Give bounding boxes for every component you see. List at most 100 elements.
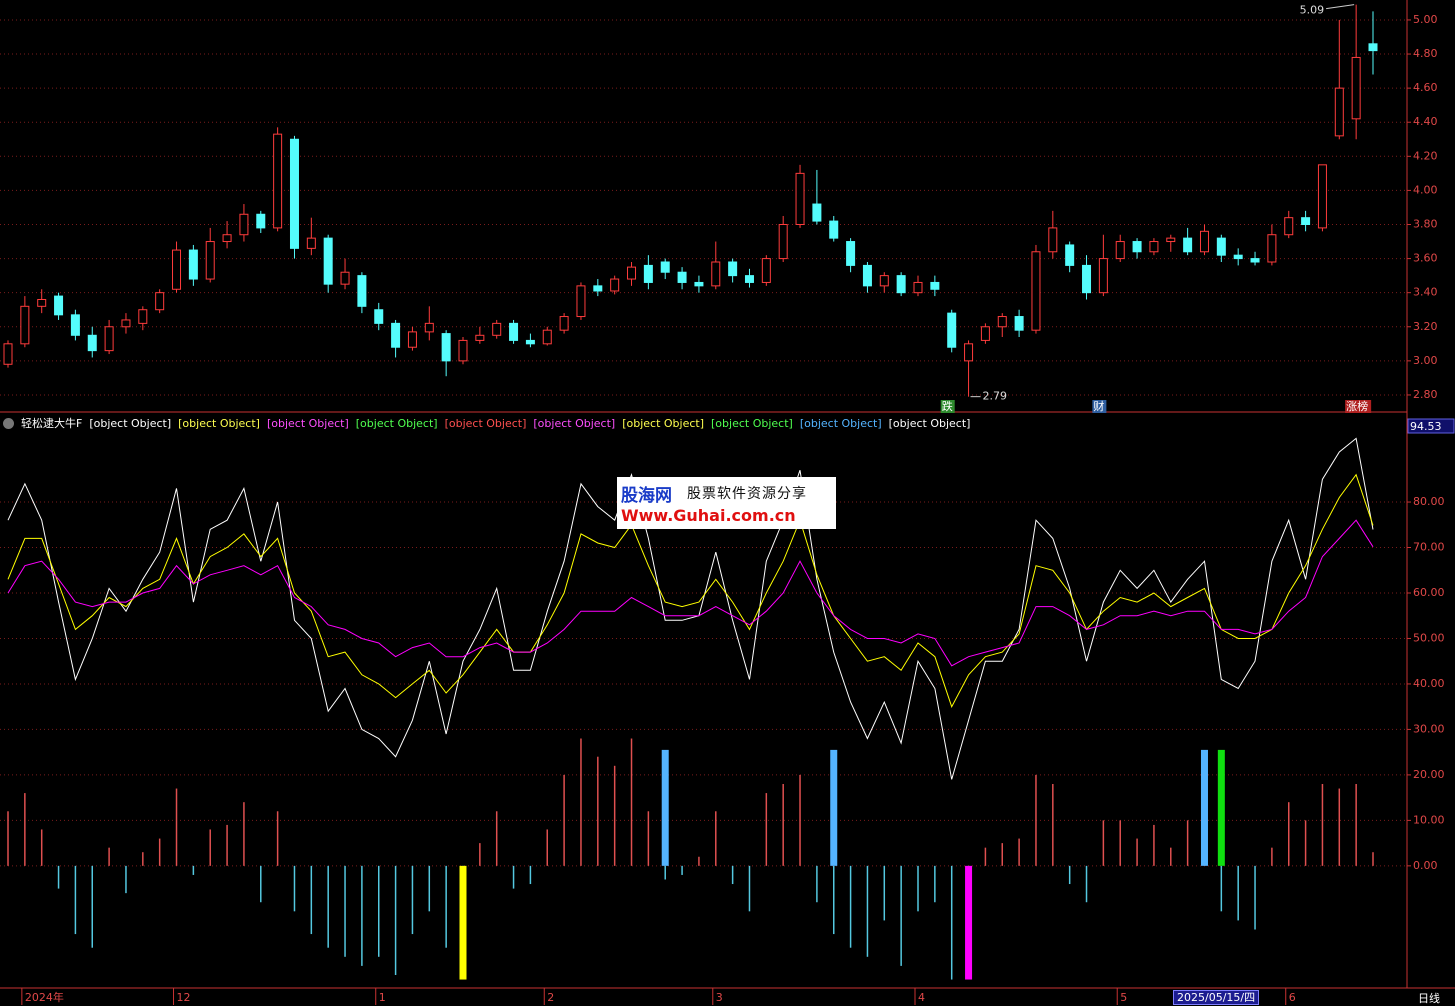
candle-body [54, 295, 64, 316]
candle-body [559, 316, 569, 331]
candle-body [593, 285, 603, 292]
signal-bar [830, 749, 838, 866]
annotation: 5.09 [1300, 4, 1325, 17]
candle-body [172, 249, 182, 290]
candle-body [1065, 244, 1075, 266]
candle-body [323, 237, 333, 285]
candle-body [525, 339, 535, 345]
candle-body [222, 234, 232, 243]
indicator-legend: 轻松逮大牛F [object Object] [object Object] [obj… [0, 415, 970, 431]
legend-item: [object Object] [711, 416, 793, 430]
y-tick-label: 20.00 [1413, 768, 1445, 781]
candle-body [694, 281, 704, 287]
candle-body [70, 314, 80, 336]
candle-body [1166, 237, 1176, 243]
candle-body [795, 172, 805, 225]
candle-body [509, 322, 519, 341]
event-label: 财 [1093, 399, 1104, 413]
rsi-line [7, 473, 1374, 708]
candle-body [997, 316, 1007, 328]
candle-body [20, 305, 30, 345]
candle-body [458, 339, 468, 362]
candle-body [1301, 217, 1311, 225]
y-tick-label: 4.20 [1413, 149, 1438, 162]
candle-body [1233, 254, 1243, 260]
y-tick-label: 3.40 [1413, 286, 1438, 299]
candle-body [1216, 237, 1226, 256]
x-tick-label: 12 [177, 991, 191, 1004]
candle-body [778, 223, 788, 260]
x-tick-label: 5 [1120, 991, 1127, 1004]
candle-body [744, 275, 754, 283]
x-tick-label: 4 [918, 991, 925, 1004]
indicator-title: 轻松逮大牛F [21, 417, 83, 430]
legend-item: [object Object] [888, 416, 971, 430]
candle-body [391, 322, 401, 348]
candle-body [610, 278, 620, 292]
y-tick-label: 40.00 [1413, 677, 1445, 690]
candle-body [1098, 258, 1108, 294]
candle-body [1334, 87, 1344, 137]
y-tick-label: 5.00 [1413, 13, 1438, 26]
candle-body [138, 309, 148, 324]
x-tick-label: 2 [547, 991, 554, 1004]
current-box [1407, 418, 1455, 434]
candle-body [1250, 258, 1260, 263]
watermark-url: Www.Guhai.com.cn [621, 506, 796, 525]
candle-body [1351, 56, 1361, 120]
candle-body [87, 334, 97, 352]
candle-body [964, 343, 974, 362]
candle-body [913, 281, 923, 294]
candle-body [812, 203, 822, 222]
x-tick-label: 2024年 [25, 990, 64, 1004]
candle-body [374, 309, 384, 324]
candle-body [1199, 230, 1209, 253]
candle-body [357, 275, 367, 307]
candle-body [1048, 227, 1058, 253]
rsi-line [7, 519, 1374, 667]
candle-body [492, 322, 502, 336]
candle-body [441, 333, 451, 362]
candle-body [289, 138, 299, 249]
y-tick-label: 50.00 [1413, 631, 1445, 644]
event-marker [940, 400, 955, 413]
candle-body [1115, 241, 1125, 260]
candle-body [879, 275, 889, 287]
period-label[interactable]: 日线 [1418, 992, 1440, 1005]
candle-body [1031, 251, 1041, 331]
candle-body [1368, 43, 1378, 52]
candle-body [542, 329, 552, 345]
candle-body [660, 261, 670, 273]
candle-body [306, 237, 316, 249]
candle-body [846, 241, 856, 266]
candle-body [1014, 316, 1024, 331]
y-tick-label: 4.60 [1413, 81, 1438, 94]
y-tick-label: 3.00 [1413, 354, 1438, 367]
event-marker [1345, 400, 1372, 413]
candle-body [239, 213, 249, 236]
y-tick-label: 80.00 [1413, 495, 1445, 508]
candle-body [424, 322, 434, 333]
y-tick-label: 10.00 [1413, 813, 1445, 826]
legend-item: [object Object] [89, 416, 172, 430]
candle-body [728, 261, 738, 277]
y-tick-label: 0.00 [1413, 859, 1438, 872]
candle-body [930, 281, 940, 290]
candle-body [761, 258, 771, 283]
signal-bar [1217, 749, 1225, 866]
legend-item: [object Object] [622, 416, 705, 430]
watermark: 股海网 股票软件资源分享 Www.Guhai.com.cn [617, 477, 836, 529]
legend-item: [object Object] [444, 416, 527, 430]
candle-body [273, 133, 283, 229]
y-tick-label: 3.60 [1413, 252, 1438, 265]
candle-body [121, 319, 131, 328]
y-tick-label: 4.40 [1413, 115, 1438, 128]
candle-body [1267, 234, 1277, 263]
collapse-icon[interactable] [3, 417, 14, 429]
candle-body [340, 271, 350, 285]
candle-body [1317, 164, 1327, 229]
y-tick-label: 4.80 [1413, 47, 1438, 60]
candle-body [1082, 264, 1092, 294]
